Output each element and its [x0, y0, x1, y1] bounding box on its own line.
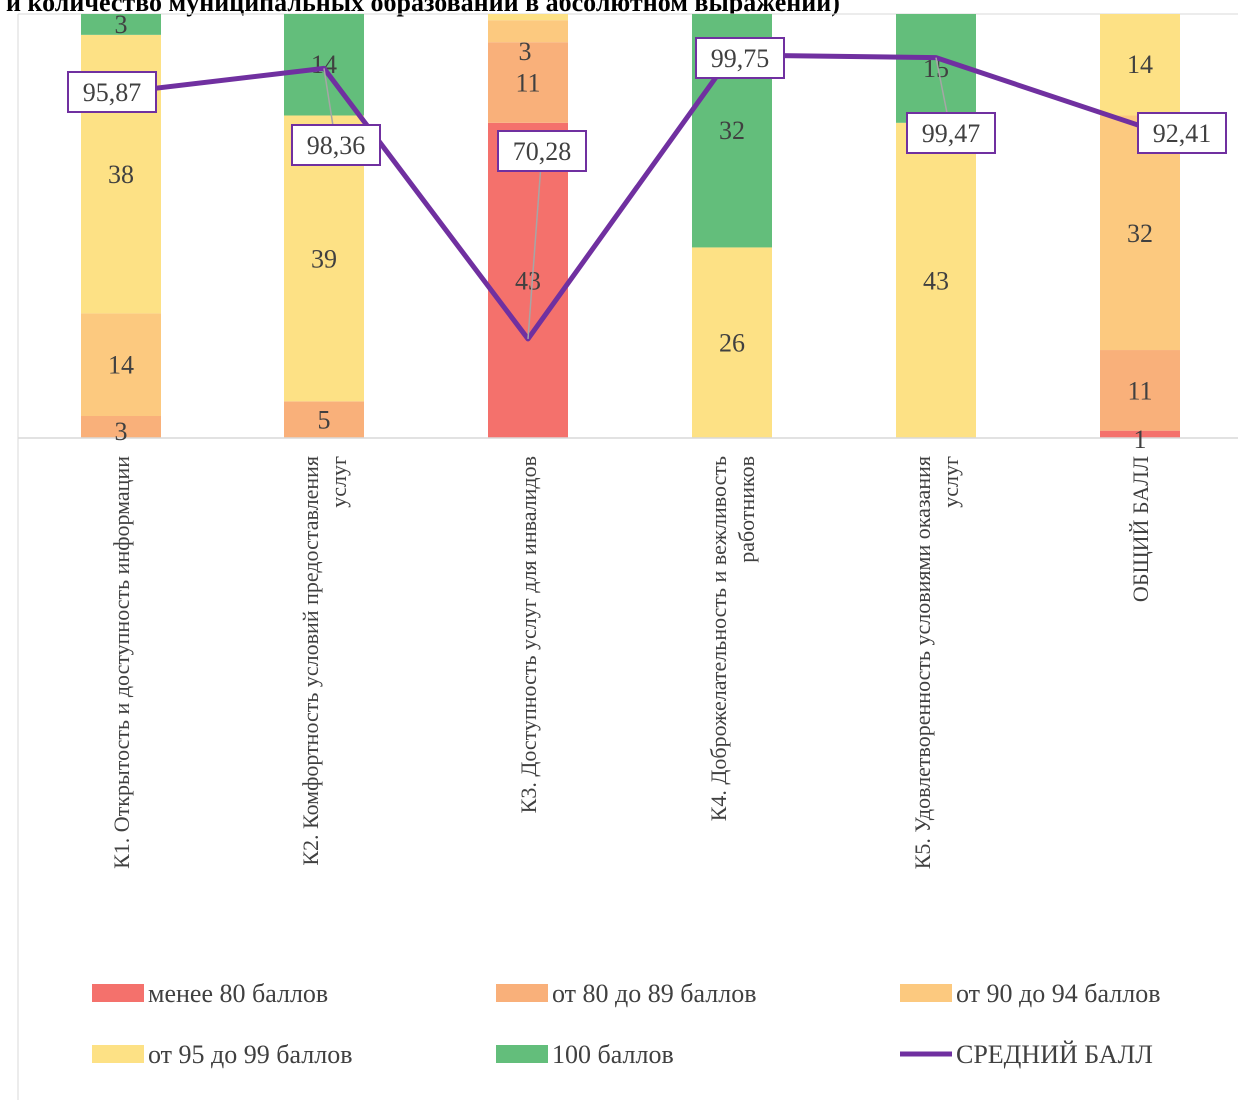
average-label-box [906, 112, 996, 154]
bar-segment [1100, 430, 1180, 438]
average-score-line [120, 52, 1141, 342]
category-tick-label: ОБЩИЙ БАЛЛ [1128, 456, 1153, 602]
legend-swatch [92, 1045, 144, 1063]
bar-value-label: 39 [311, 244, 337, 273]
bar-segment [692, 247, 772, 438]
average-label-box [695, 37, 785, 79]
legend-label: 100 баллов [552, 1040, 674, 1069]
category-tick-label: К1. Открытость и доступность информации [109, 456, 134, 869]
page-title: и количество муниципальных образований в… [6, 0, 840, 17]
bar-segment [488, 20, 568, 43]
bar-value-label: 14 [1127, 50, 1153, 79]
leader-line [527, 150, 543, 339]
average-value-label: 70,28 [513, 137, 572, 166]
bar-value-label: 26 [719, 329, 745, 358]
bar-value-label: 32 [719, 116, 745, 145]
category-tick-label: работников [734, 456, 759, 563]
legend-label: СРЕДНИЙ БАЛЛ [956, 1040, 1153, 1069]
category-tick-label: услуг [326, 456, 351, 508]
bar-value-label: 5 [318, 406, 331, 435]
average-label-box [497, 130, 587, 172]
legend-swatch [92, 984, 144, 1002]
legend-swatch [496, 1045, 548, 1063]
bar-segment [284, 401, 364, 438]
bar-segment [896, 122, 976, 438]
average-value-label: 98,36 [307, 131, 366, 160]
bar-segment [81, 313, 161, 417]
legend-label: от 80 до 89 баллов [552, 979, 756, 1008]
bar-segment [488, 122, 568, 438]
category-tick-label: К4. Доброжелательность и вежливость [706, 456, 731, 821]
bar-value-label: 43 [515, 266, 541, 295]
bar-segment [81, 416, 161, 438]
average-value-label: 95,87 [83, 78, 142, 107]
bar-segment [1100, 350, 1180, 431]
bar-value-label: 32 [1127, 219, 1153, 248]
bar-value-label: 14 [108, 351, 134, 380]
legend-label: от 95 до 99 баллов [148, 1040, 352, 1069]
bars-group [81, 14, 1180, 438]
average-value-label: 99,75 [711, 44, 770, 73]
bar-value-label: 38 [108, 160, 134, 189]
average-value-label: 92,41 [1153, 119, 1212, 148]
category-tick-label: К5. Удовлетворенность условиями оказания [910, 456, 935, 869]
bar-value-label: 3 [115, 417, 128, 446]
category-tick-label: услуг [938, 456, 963, 508]
bar-segment [284, 14, 364, 116]
bar-value-label: 3 [519, 37, 532, 66]
average-label-box [291, 124, 381, 166]
bar-value-label: 3 [115, 10, 128, 39]
bar-value-label: 43 [923, 266, 949, 295]
legend-swatch [496, 984, 548, 1002]
bar-segment [488, 42, 568, 123]
category-tick-label: К3. Доступность услуг для инвалидов [516, 456, 541, 813]
bar-segment [81, 14, 161, 35]
legend-label: от 90 до 94 баллов [956, 979, 1160, 1008]
bar-value-label: 14 [311, 50, 337, 79]
bar-value-label: 1 [1134, 425, 1147, 454]
category-tick-label: К2. Комфортность условий предоставления [298, 456, 323, 866]
bar-value-label: 11 [515, 68, 540, 97]
bar-value-label: 11 [1127, 376, 1152, 405]
bar-segment [1100, 115, 1180, 351]
average-label-box [67, 71, 157, 113]
legend-swatch [900, 984, 952, 1002]
average-label-box [1137, 112, 1227, 154]
average-value-label: 99,47 [922, 119, 981, 148]
bar-segment [1100, 14, 1180, 116]
bar-segment [488, 14, 568, 21]
legend-label: менее 80 баллов [148, 979, 328, 1008]
